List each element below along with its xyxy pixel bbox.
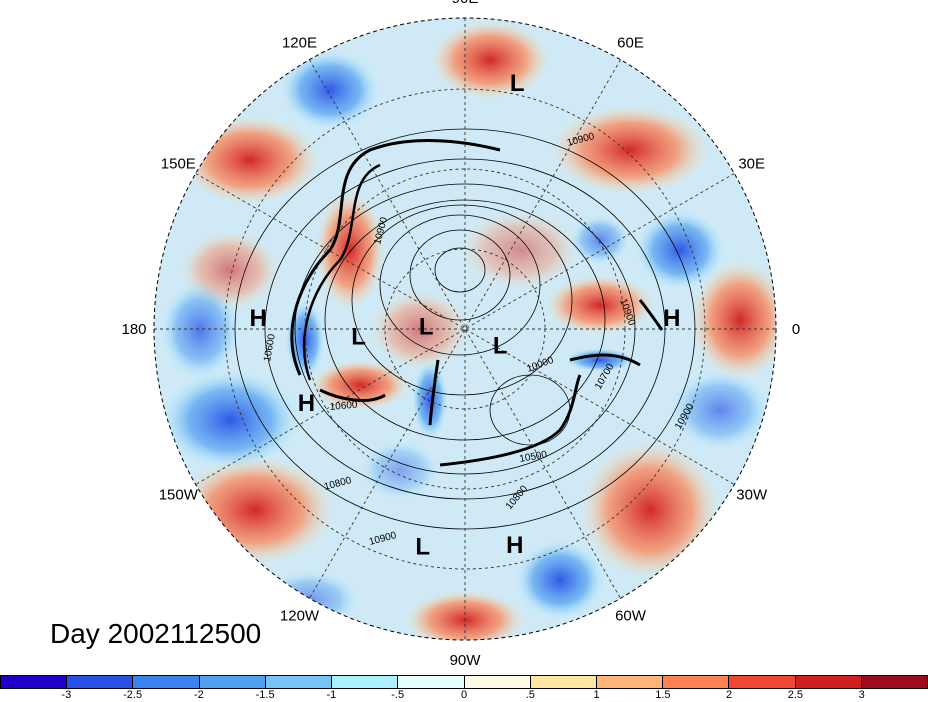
longitude-label: 150E xyxy=(161,156,196,173)
longitude-label: 0 xyxy=(792,321,800,338)
map-boundary xyxy=(153,17,777,641)
colorbar-tick-label: 1.5 xyxy=(655,689,671,701)
colorbar-swatch xyxy=(596,676,664,688)
colorbar-swatch xyxy=(332,676,399,688)
colorbar-swatch xyxy=(464,676,531,688)
colorbar-tick-label: -2.5 xyxy=(123,689,143,701)
contour-value-label: 10600 xyxy=(262,333,278,363)
longitude-label: 120E xyxy=(282,34,317,51)
colorbar-tick-label: .5 xyxy=(525,689,535,701)
pressure-centers: L L L L L H H H H xyxy=(250,70,681,560)
low-pressure-label: L xyxy=(419,313,434,340)
day-title: Day 2002112500 xyxy=(50,618,262,649)
low-pressure-label: L xyxy=(415,533,430,560)
colorbar-swatch xyxy=(67,676,134,688)
colorbar-boxes xyxy=(0,675,928,689)
colorbar-tick-label: -2 xyxy=(194,689,204,701)
colorbar-swatch xyxy=(530,676,597,688)
low-pressure-label: L xyxy=(510,70,525,97)
longitude-label: 30E xyxy=(738,156,765,173)
longitude-label: 90W xyxy=(450,652,482,669)
graticule xyxy=(154,18,776,640)
anomaly-field xyxy=(154,18,776,640)
low-pressure-label: L xyxy=(493,332,508,359)
longitude-labels: 90E 60E 30E 0 30W 60W 90W 120W 150W 180 150E 120E xyxy=(121,0,800,669)
high-pressure-label: H xyxy=(250,305,267,332)
colorbar-tick-label: -1 xyxy=(326,689,337,701)
colorbar-tick-label: 2 xyxy=(726,689,733,701)
colorbar-tick-label: -1.5 xyxy=(255,689,275,701)
colorbar-swatch xyxy=(861,676,928,688)
colorbar-swatch xyxy=(663,676,730,688)
colorbar-swatch xyxy=(729,676,796,688)
colorbar-swatch xyxy=(1,676,68,688)
longitude-label: 30W xyxy=(736,487,768,504)
colorbar-tick-label: 1 xyxy=(593,689,600,701)
colorbar-tick-label: -3 xyxy=(61,689,72,701)
colorbar-tick-label: -.5 xyxy=(391,689,405,701)
longitude-label: 90E xyxy=(452,0,479,7)
high-pressure-label: H xyxy=(506,532,523,559)
high-pressure-label: H xyxy=(298,390,315,417)
contour-value-label: 10500 xyxy=(519,449,549,465)
colorbar: -3 -2.5 -2 -1.5 -1 -.5 0 .5 1 1.5 2 2.5 3 xyxy=(0,675,928,702)
colorbar-tick-label: 3 xyxy=(858,689,865,701)
longitude-label: 180 xyxy=(121,321,146,338)
longitude-label: 150W xyxy=(159,487,199,504)
colorbar-swatch xyxy=(133,676,200,688)
colorbar-tick-label: 0 xyxy=(460,689,468,701)
longitude-label: 60W xyxy=(615,608,647,625)
high-pressure-label: H xyxy=(663,305,680,332)
colorbar-swatch xyxy=(398,676,465,688)
contour-value-label: 10600 xyxy=(329,400,358,413)
colorbar-tick-label: 2.5 xyxy=(787,689,804,701)
low-pressure-label: L xyxy=(351,323,366,350)
colorbar-swatch xyxy=(199,676,266,688)
colorbar-swatch xyxy=(795,676,862,688)
longitude-label: 120W xyxy=(280,608,320,625)
colorbar-swatch xyxy=(265,676,333,688)
longitude-label: 60E xyxy=(617,34,644,51)
